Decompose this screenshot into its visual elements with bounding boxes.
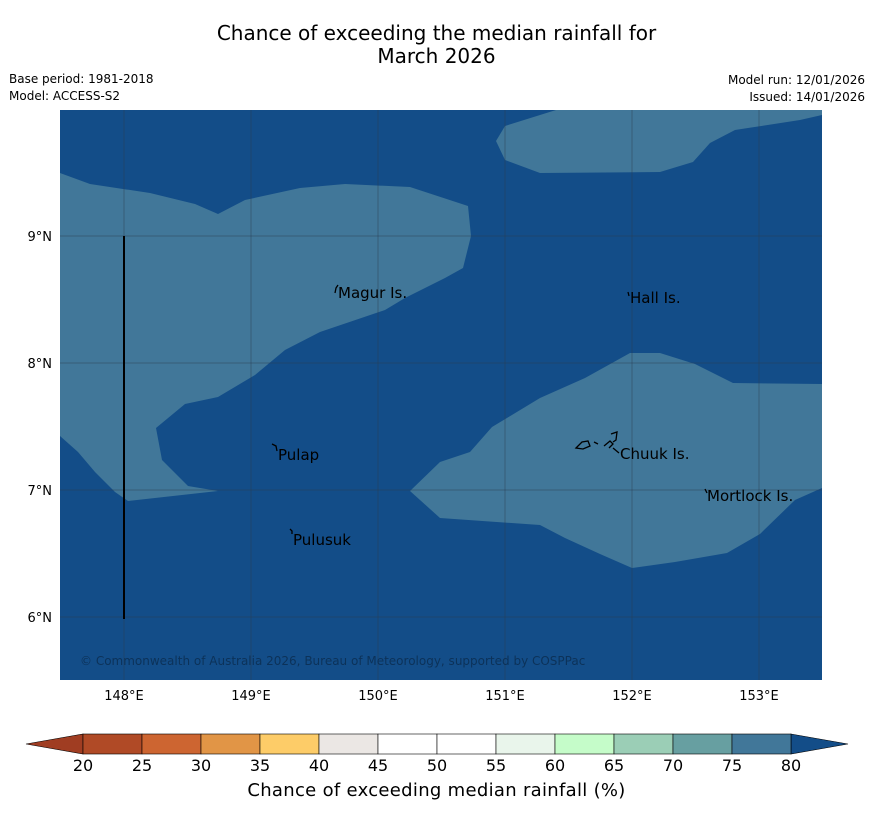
colorbar-tick-label: 40 [309,756,329,775]
longitude-labels: 148°E 149°E 150°E 151°E 152°E 153°E [104,689,779,704]
run-info: Model run: 12/01/2026 Issued: 14/01/2026 [728,72,865,106]
mortlock-island-shape [704,488,708,494]
base-period-text: Base period: 1981-2018 [9,72,154,86]
colorbar-tick-label: 35 [250,756,270,775]
map-title: Chance of exceeding the median rainfall … [0,22,873,68]
lat-label-8n: 8°N [28,357,53,372]
place-magur: Magur Is. [338,284,407,302]
colorbar-tick-label: 75 [722,756,742,775]
colorbar: 20 25 30 35 40 45 50 55 60 65 70 75 80 [25,733,849,775]
pulusuk-island-shape [289,528,293,534]
place-pulap: Pulap [278,446,319,464]
colorbar-segment [613,733,674,755]
colorbar-segment [259,733,320,755]
lon-label-149: 149°E [231,689,271,704]
lat-label-7n: 7°N [28,484,53,499]
chuuk-lagoon-shape [574,431,620,454]
band-region-southeast [410,353,822,568]
colorbar-tick-labels: 20 25 30 35 40 45 50 55 60 65 70 75 80 [73,756,801,775]
colorbar-segment [731,733,792,755]
colorbar-tick-label: 70 [663,756,683,775]
colorbar-overflow-triangle [790,733,849,755]
model-name-text: Model: ACCESS-S2 [9,89,121,103]
colorbar-segment [436,733,497,755]
colorbar-tick-label: 60 [545,756,565,775]
model-run-text: Model run: 12/01/2026 [727,73,865,87]
lon-label-151: 151°E [485,689,525,704]
lon-label-152: 152°E [612,689,652,704]
colorbar-segment [495,733,556,755]
colorbar-tick-label: 65 [604,756,624,775]
lon-label-153: 153°E [739,689,779,704]
place-mortlock: Mortlock Is. [707,487,793,505]
colorbar-segment [672,733,733,755]
colorbar-tick-label: 25 [132,756,152,775]
hall-island-shape [627,291,630,297]
magur-island-shape [334,284,339,294]
colorbar-axis-title: Chance of exceeding median rainfall (%) [247,780,626,801]
colorbar-tick-label: 55 [486,756,506,775]
colorbar-underflow-triangle [25,733,84,755]
colorbar-segment [377,733,438,755]
colorbar-tick-label: 45 [368,756,388,775]
colorbar-tick-label: 20 [73,756,93,775]
title-line-1: Chance of exceeding the median rainfall … [216,21,657,45]
colorbar-tick-label: 30 [191,756,211,775]
place-labels: Magur Is. Hall Is. Pulap Chuuk Is. Mortl… [278,284,793,549]
map-figure: Magur Is. Hall Is. Pulap Chuuk Is. Mortl… [25,110,849,775]
issued-text: Issued: 14/01/2026 [749,90,865,104]
latitude-labels: 9°N 8°N 7°N 6°N [28,230,53,626]
colorbar-segments [82,733,792,755]
colorbar-segment [200,733,261,755]
colorbar-tick-label: 50 [427,756,447,775]
model-info: Base period: 1981-2018 Model: ACCESS-S2 [9,71,154,105]
colorbar-segment [554,733,615,755]
colorbar-segment [82,733,143,755]
lat-label-9n: 9°N [28,230,53,245]
place-chuuk: Chuuk Is. [620,445,689,463]
band-region-west [60,173,471,501]
colorbar-segment [318,733,379,755]
copyright-notice: © Commonwealth of Australia 2026, Bureau… [80,654,585,668]
pulap-island-shape [271,443,278,452]
band-region-northeast [496,110,822,173]
island-outlines [271,284,708,534]
lon-label-150: 150°E [358,689,398,704]
lon-label-148: 148°E [104,689,144,704]
colorbar-segment [141,733,202,755]
title-line-2: March 2026 [377,44,496,68]
place-pulusuk: Pulusuk [293,531,351,549]
colorbar-tick-label: 80 [781,756,801,775]
lat-label-6n: 6°N [28,611,53,626]
probability-band-75-80 [60,110,822,568]
place-hall: Hall Is. [630,289,681,307]
